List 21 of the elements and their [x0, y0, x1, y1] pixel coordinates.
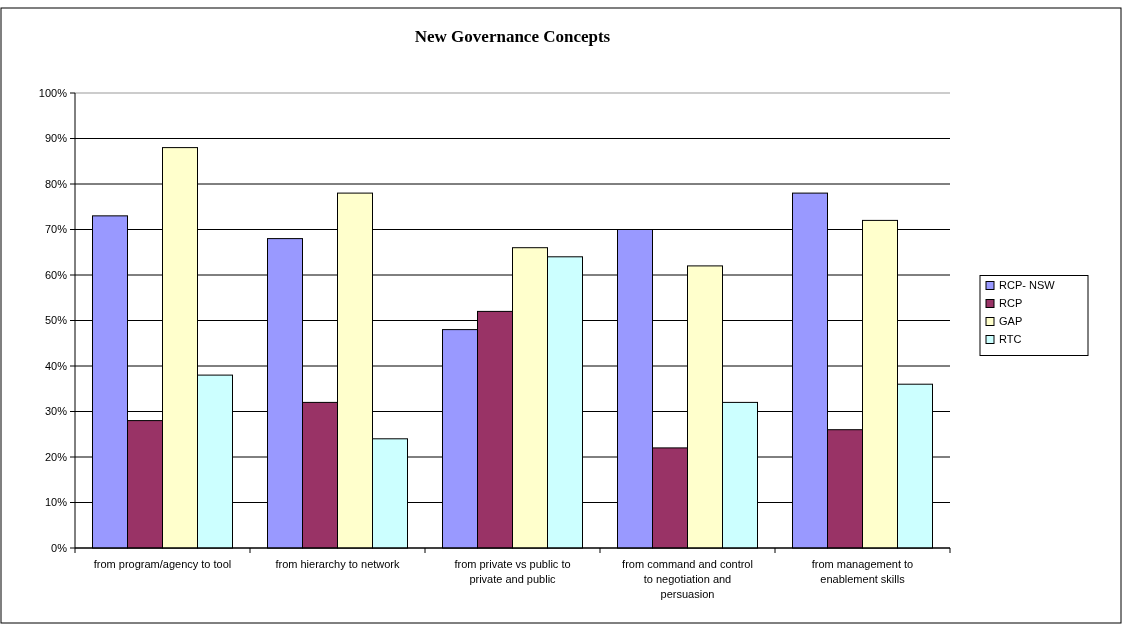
x-tick-label: from program/agency to tool [93, 558, 232, 570]
y-tick-label: 90% [44, 132, 68, 145]
x-tick-label: from command and control to negotiation and persuasion [622, 558, 753, 600]
legend-label: GAP [999, 315, 1023, 328]
y-tick-label: 60% [44, 268, 68, 281]
y-tick-label: 10% [44, 496, 68, 509]
y-tick-label: 50% [44, 314, 68, 327]
chart-title: New Governance Concepts [414, 27, 611, 46]
legend-label: RCP [999, 297, 1023, 310]
legend-label: RTC [999, 333, 1022, 346]
y-tick-label: 20% [44, 450, 68, 463]
y-tick-label: 30% [44, 405, 68, 418]
legend-label: RCP- NSW [999, 279, 1056, 292]
y-tick-label: 0% [51, 541, 68, 554]
x-tick-label: from private vs public to private and public [454, 558, 571, 585]
x-tick-label: from management to enablement skills [811, 558, 914, 585]
y-tick-label: 100% [38, 86, 68, 99]
x-tick-label: from hierarchy to network [275, 558, 401, 570]
y-tick-label: 70% [44, 223, 68, 236]
y-tick-label: 40% [44, 359, 68, 372]
y-tick-label: 80% [44, 177, 68, 190]
